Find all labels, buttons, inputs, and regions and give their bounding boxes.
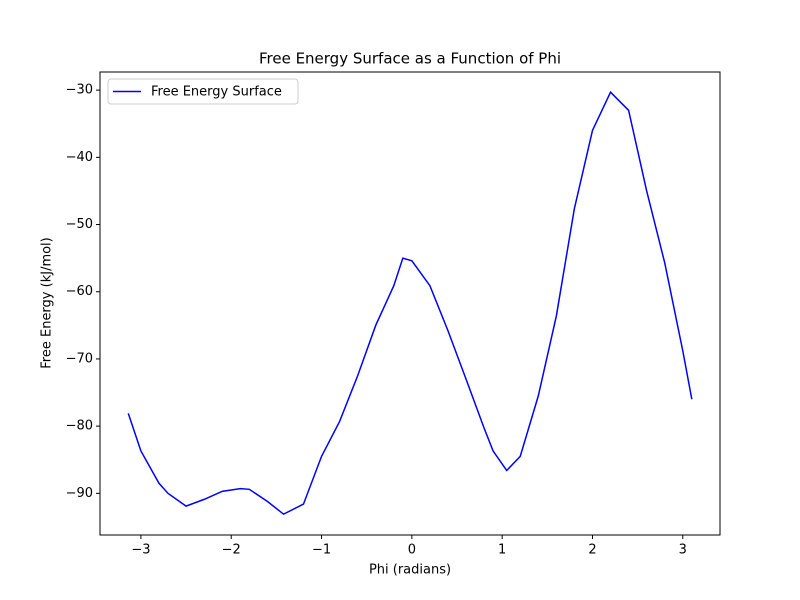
x-tick-label: 0 <box>408 543 416 558</box>
y-tick-label: −70 <box>66 351 93 366</box>
y-tick-label: −90 <box>66 486 93 501</box>
y-axis-label: Free Energy (kJ/mol) <box>40 237 55 368</box>
y-tick-label: −30 <box>66 83 93 98</box>
x-tick-label: 3 <box>679 543 687 558</box>
x-tick-label: −1 <box>312 543 331 558</box>
plot-frame <box>99 71 721 536</box>
chart-title: Free Energy Surface as a Function of Phi <box>259 50 561 68</box>
legend-label: Free Energy Surface <box>151 85 282 100</box>
x-axis-label: Phi (radians) <box>369 563 451 578</box>
y-tick-label: −80 <box>66 419 93 434</box>
x-tick-label: −2 <box>222 543 241 558</box>
y-tick-label: −50 <box>66 217 93 232</box>
y-tick-label: −60 <box>66 284 93 299</box>
legend-box <box>107 78 299 105</box>
x-tick-label: 1 <box>498 543 506 558</box>
y-tick-label: −40 <box>66 150 93 165</box>
line-series <box>127 90 693 516</box>
x-tick-label: −3 <box>131 543 150 558</box>
x-tick-label: 2 <box>588 543 596 558</box>
